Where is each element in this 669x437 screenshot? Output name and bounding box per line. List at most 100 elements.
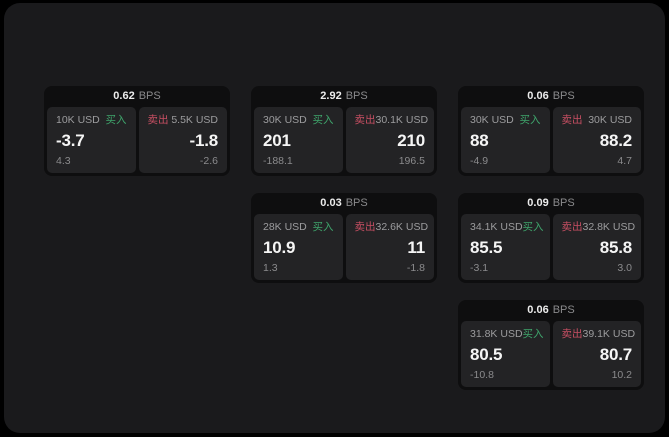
- bps-header: 0.03 BPS: [251, 193, 437, 214]
- sell-panel[interactable]: 卖出 30K USD 88.2 4.7: [552, 107, 641, 173]
- sell-change: 3.0: [617, 262, 632, 274]
- sell-top-row: 卖出 39.1K USD: [561, 328, 636, 340]
- sell-price: 210: [397, 131, 425, 150]
- buy-size-label: 34.1K USD: [470, 221, 523, 233]
- buy-tag: 买入: [522, 328, 544, 340]
- bps-value: 0.03: [320, 197, 342, 209]
- bps-header: 0.62 BPS: [44, 86, 230, 107]
- buy-size-label: 28K USD: [263, 221, 307, 233]
- buy-panel[interactable]: 28K USD 买入 10.9 1.3: [254, 214, 343, 280]
- buy-price: 80.5: [470, 345, 503, 364]
- quote-card-1: 0.62 BPS 10K USD 买入 -3.7 4.3 卖出 5.5K USD: [44, 86, 230, 176]
- sell-panel[interactable]: 卖出 39.1K USD 80.7 10.2: [552, 321, 641, 387]
- sell-size-label: 30.1K USD: [375, 114, 429, 126]
- sell-change: -1.8: [406, 262, 425, 274]
- bps-value: 0.06: [527, 90, 549, 102]
- bps-header: 2.92 BPS: [251, 86, 437, 107]
- sell-change: -2.6: [199, 155, 218, 167]
- quotes-panel: 0.62 BPS 10K USD 买入 -3.7 4.3 卖出 5.5K USD: [4, 3, 665, 433]
- sell-change: 10.2: [611, 369, 632, 381]
- sell-size-label: 30K USD: [588, 114, 632, 126]
- buy-price: 201: [263, 131, 291, 150]
- buy-change: -188.1: [263, 155, 293, 167]
- sell-panel[interactable]: 卖出 30.1K USD 210 196.5: [345, 107, 434, 173]
- sell-change: 4.7: [617, 155, 632, 167]
- sell-panel[interactable]: 卖出 32.6K USD 11 -1.8: [345, 214, 434, 280]
- sell-top-row: 卖出 30K USD: [562, 114, 633, 126]
- sell-tag: 卖出: [561, 328, 583, 340]
- buy-change: 4.3: [56, 155, 71, 167]
- sell-top-row: 卖出 5.5K USD: [148, 114, 219, 126]
- sell-tag: 卖出: [561, 114, 583, 126]
- quote-card-5: 0.09 BPS 34.1K USD 买入 85.5 -3.1 卖出 32.8K…: [458, 193, 644, 283]
- quote-body: 31.8K USD 买入 80.5 -10.8 卖出 39.1K USD 80.…: [458, 321, 644, 390]
- buy-top-row: 28K USD 买入: [263, 221, 334, 233]
- buy-price: -3.7: [56, 131, 85, 150]
- bps-unit-label: BPS: [552, 304, 575, 316]
- buy-top-row: 34.1K USD 买入: [470, 221, 544, 233]
- sell-panel[interactable]: 卖出 5.5K USD -1.8 -2.6: [138, 107, 227, 173]
- bps-value: 0.06: [527, 304, 549, 316]
- buy-change: -3.1: [470, 262, 489, 274]
- buy-top-row: 30K USD 买入: [263, 114, 334, 126]
- sell-change: 196.5: [398, 155, 425, 167]
- sell-size-label: 5.5K USD: [171, 114, 218, 126]
- buy-panel[interactable]: 10K USD 买入 -3.7 4.3: [47, 107, 136, 173]
- buy-price: 10.9: [263, 238, 296, 257]
- sell-size-label: 32.8K USD: [582, 221, 636, 233]
- buy-tag: 买入: [312, 114, 334, 126]
- quote-body: 10K USD 买入 -3.7 4.3 卖出 5.5K USD -1.8 -2.…: [44, 107, 230, 176]
- buy-change: 1.3: [263, 262, 278, 274]
- buy-change: -4.9: [470, 155, 489, 167]
- buy-top-row: 31.8K USD 买入: [470, 328, 544, 340]
- buy-size-label: 30K USD: [470, 114, 514, 126]
- sell-tag: 卖出: [354, 221, 376, 233]
- buy-size-label: 31.8K USD: [470, 328, 523, 340]
- bps-value: 0.09: [527, 197, 549, 209]
- sell-size-label: 32.6K USD: [375, 221, 429, 233]
- buy-panel[interactable]: 30K USD 买入 88 -4.9: [461, 107, 550, 173]
- bps-unit-label: BPS: [138, 90, 161, 102]
- sell-price: -1.8: [189, 131, 219, 150]
- buy-price: 85.5: [470, 238, 503, 257]
- quote-card-6: 0.06 BPS 31.8K USD 买入 80.5 -10.8 卖出 39.1…: [458, 300, 644, 390]
- buy-tag: 买入: [522, 221, 544, 233]
- sell-top-row: 卖出 30.1K USD: [354, 114, 429, 126]
- buy-tag: 买入: [519, 114, 541, 126]
- sell-top-row: 卖出 32.6K USD: [354, 221, 429, 233]
- quote-card-4: 0.03 BPS 28K USD 买入 10.9 1.3 卖出 32.6K US…: [251, 193, 437, 283]
- quote-body: 30K USD 买入 88 -4.9 卖出 30K USD 88.2 4.7: [458, 107, 644, 176]
- bps-value: 2.92: [320, 90, 342, 102]
- quote-body: 30K USD 买入 201 -188.1 卖出 30.1K USD 210 1…: [251, 107, 437, 176]
- bps-header: 0.06 BPS: [458, 300, 644, 321]
- sell-tag: 卖出: [561, 221, 583, 233]
- buy-price: 88: [470, 131, 489, 150]
- sell-price: 80.7: [599, 345, 632, 364]
- bps-unit-label: BPS: [552, 90, 575, 102]
- bps-header: 0.06 BPS: [458, 86, 644, 107]
- buy-panel[interactable]: 31.8K USD 买入 80.5 -10.8: [461, 321, 550, 387]
- quote-body: 34.1K USD 买入 85.5 -3.1 卖出 32.8K USD 85.8…: [458, 214, 644, 283]
- buy-size-label: 30K USD: [263, 114, 307, 126]
- buy-tag: 买入: [105, 114, 127, 126]
- buy-panel[interactable]: 30K USD 买入 201 -188.1: [254, 107, 343, 173]
- sell-panel[interactable]: 卖出 32.8K USD 85.8 3.0: [552, 214, 641, 280]
- buy-top-row: 30K USD 买入: [470, 114, 541, 126]
- sell-tag: 卖出: [354, 114, 376, 126]
- bps-value: 0.62: [113, 90, 135, 102]
- bps-unit-label: BPS: [345, 90, 368, 102]
- quote-card-3: 0.06 BPS 30K USD 买入 88 -4.9 卖出 30K USD: [458, 86, 644, 176]
- sell-price: 85.8: [599, 238, 632, 257]
- buy-change: -10.8: [470, 369, 494, 381]
- sell-top-row: 卖出 32.8K USD: [561, 221, 636, 233]
- buy-panel[interactable]: 34.1K USD 买入 85.5 -3.1: [461, 214, 550, 280]
- bps-unit-label: BPS: [345, 197, 368, 209]
- buy-top-row: 10K USD 买入: [56, 114, 127, 126]
- buy-size-label: 10K USD: [56, 114, 100, 126]
- sell-price: 88.2: [599, 131, 632, 150]
- quote-card-2: 2.92 BPS 30K USD 买入 201 -188.1 卖出 30.1K …: [251, 86, 437, 176]
- quote-body: 28K USD 买入 10.9 1.3 卖出 32.6K USD 11 -1.8: [251, 214, 437, 283]
- sell-size-label: 39.1K USD: [582, 328, 636, 340]
- sell-price: 11: [407, 238, 425, 257]
